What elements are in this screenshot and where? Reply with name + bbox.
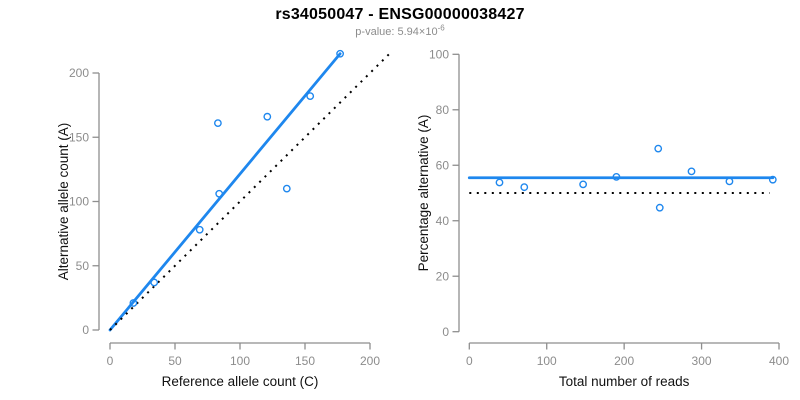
data-point xyxy=(129,299,138,307)
data-point xyxy=(725,177,734,186)
x-axis-label: Reference allele count (C) xyxy=(162,374,319,389)
svg-text:100: 100 xyxy=(69,195,89,209)
x-axis-label: Total number of reads xyxy=(559,374,690,389)
y-axis-label: Percentage alternative (A) xyxy=(416,115,431,272)
data-point xyxy=(263,112,272,121)
svg-text:50: 50 xyxy=(76,259,90,273)
data-point xyxy=(520,183,529,192)
svg-text:150: 150 xyxy=(69,130,89,144)
svg-text:0: 0 xyxy=(82,323,89,337)
data-point xyxy=(579,180,588,189)
data-point xyxy=(150,278,159,287)
svg-text:300: 300 xyxy=(692,354,712,368)
svg-text:0: 0 xyxy=(442,325,449,339)
axes: 0 100 200 300 400 0 20 40 60 80 100 xyxy=(429,48,789,369)
pvalue-exponent: -6 xyxy=(437,23,445,33)
data-point xyxy=(768,175,777,184)
data-point xyxy=(612,173,621,181)
fit-line xyxy=(108,52,342,332)
data-point xyxy=(336,49,344,58)
data-point xyxy=(495,178,504,187)
identity-line xyxy=(109,53,391,331)
figure-title: rs34050047 - ENSG00000038427 xyxy=(275,6,525,23)
data-point xyxy=(195,225,204,234)
svg-text:100: 100 xyxy=(537,354,557,368)
data-point xyxy=(215,189,224,198)
axes: 0 50 100 150 200 0 50 100 150 200 xyxy=(69,66,380,368)
svg-text:0: 0 xyxy=(466,354,473,368)
svg-text:400: 400 xyxy=(769,354,789,368)
svg-text:150: 150 xyxy=(295,354,315,368)
data-points xyxy=(129,49,344,307)
data-points xyxy=(495,144,777,212)
data-point xyxy=(213,119,222,128)
data-point xyxy=(687,167,696,176)
svg-text:100: 100 xyxy=(230,354,250,368)
svg-text:50: 50 xyxy=(168,354,182,368)
data-point xyxy=(655,203,664,212)
svg-text:200: 200 xyxy=(69,66,89,80)
svg-text:200: 200 xyxy=(360,354,380,368)
data-point xyxy=(282,184,291,193)
svg-text:80: 80 xyxy=(436,103,450,117)
allele-count-plot: 0 50 100 150 200 0 50 100 150 200 Reference allele… xyxy=(56,49,391,389)
pvalue-text: p-value: 5.94×10 xyxy=(355,26,438,38)
svg-text:20: 20 xyxy=(436,269,450,283)
svg-text:100: 100 xyxy=(429,48,449,62)
svg-text:40: 40 xyxy=(436,214,450,228)
data-point xyxy=(654,144,663,153)
figure-subtitle: p-value: 5.94×10-6 xyxy=(0,23,800,38)
y-axis-label: Alternative allele count (A) xyxy=(56,123,71,281)
svg-text:0: 0 xyxy=(107,354,114,368)
svg-text:200: 200 xyxy=(614,354,634,368)
svg-text:60: 60 xyxy=(436,158,450,172)
data-point xyxy=(306,92,315,101)
